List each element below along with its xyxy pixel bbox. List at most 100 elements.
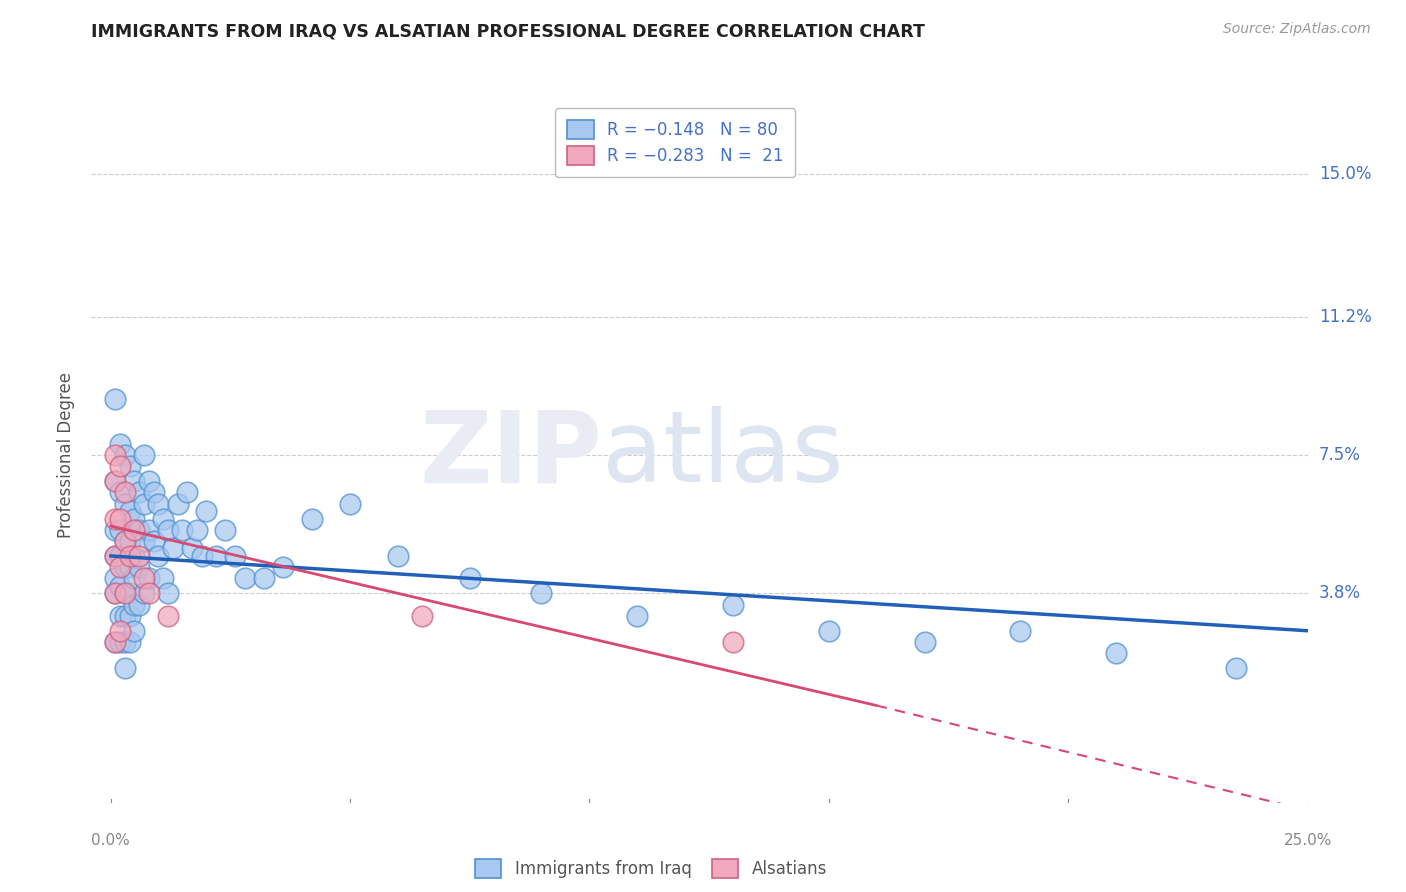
Point (118, 635, 141, 649)
Point (104, 392, 127, 406)
Point (301, 511, 323, 525)
Point (721, 598, 744, 612)
Point (1105, 646, 1128, 660)
Point (128, 560, 150, 574)
Point (124, 474, 146, 488)
Point (124, 624, 146, 638)
Point (104, 474, 127, 488)
Point (253, 571, 276, 585)
Point (148, 497, 170, 511)
Point (152, 571, 174, 585)
Text: 0.0%: 0.0% (91, 833, 129, 847)
Point (411, 608, 433, 623)
Point (128, 523, 150, 537)
Point (181, 541, 204, 556)
Text: 11.2%: 11.2% (1319, 308, 1371, 326)
Point (132, 533, 155, 548)
Point (530, 586, 553, 600)
Point (108, 608, 131, 623)
Point (128, 549, 150, 563)
Point (108, 485, 131, 500)
Point (104, 549, 127, 563)
Point (156, 586, 179, 600)
Point (118, 560, 141, 574)
Text: atlas: atlas (602, 407, 844, 503)
Point (124, 598, 146, 612)
Point (114, 586, 136, 600)
Point (214, 523, 236, 537)
Point (114, 533, 136, 548)
Point (1010, 624, 1032, 638)
Point (138, 586, 160, 600)
Point (118, 549, 141, 563)
Point (128, 485, 150, 500)
Point (132, 497, 155, 511)
Point (271, 560, 294, 574)
Point (166, 497, 188, 511)
Point (108, 459, 131, 474)
Point (114, 560, 136, 574)
Text: 25.0%: 25.0% (1284, 833, 1331, 847)
Point (148, 549, 170, 563)
Point (626, 608, 648, 623)
Point (128, 598, 150, 612)
Point (387, 549, 409, 563)
Point (104, 549, 127, 563)
Text: 3.8%: 3.8% (1319, 584, 1361, 602)
Point (114, 485, 136, 500)
Point (104, 586, 127, 600)
Point (817, 624, 839, 638)
Text: 7.5%: 7.5% (1319, 446, 1361, 464)
Point (104, 635, 127, 649)
Point (458, 571, 481, 585)
Point (124, 571, 146, 585)
Point (132, 448, 155, 462)
Text: 15.0%: 15.0% (1319, 165, 1371, 184)
Point (721, 635, 744, 649)
Point (104, 448, 127, 462)
Point (124, 523, 146, 537)
Point (162, 541, 184, 556)
Point (132, 571, 155, 585)
Point (108, 549, 131, 563)
Legend: Immigrants from Iraq, Alsatians: Immigrants from Iraq, Alsatians (468, 853, 834, 885)
Point (114, 448, 136, 462)
Point (114, 586, 136, 600)
Point (114, 661, 136, 675)
Point (118, 586, 141, 600)
Point (186, 523, 208, 537)
Point (138, 474, 160, 488)
Point (138, 523, 160, 537)
Text: ZIP: ZIP (419, 407, 602, 503)
Point (108, 511, 131, 525)
Y-axis label: Professional Degree: Professional Degree (58, 372, 76, 538)
Point (156, 608, 179, 623)
Point (104, 523, 127, 537)
Point (108, 560, 131, 574)
Text: IMMIGRANTS FROM IRAQ VS ALSATIAN PROFESSIONAL DEGREE CORRELATION CHART: IMMIGRANTS FROM IRAQ VS ALSATIAN PROFESS… (91, 22, 925, 40)
Point (114, 497, 136, 511)
Point (152, 511, 174, 525)
Point (118, 459, 141, 474)
Point (124, 549, 146, 563)
Point (172, 523, 194, 537)
Point (104, 635, 127, 649)
Point (195, 504, 218, 518)
Point (205, 549, 228, 563)
Point (114, 608, 136, 623)
Point (104, 511, 127, 525)
Point (1225, 661, 1247, 675)
Point (339, 497, 361, 511)
Point (108, 624, 131, 638)
Point (176, 485, 198, 500)
Point (118, 504, 141, 518)
Point (142, 485, 165, 500)
Point (156, 523, 179, 537)
Point (108, 579, 131, 593)
Point (108, 523, 131, 537)
Point (224, 549, 246, 563)
Point (124, 511, 146, 525)
Point (233, 571, 256, 585)
Point (118, 533, 141, 548)
Point (108, 635, 131, 649)
